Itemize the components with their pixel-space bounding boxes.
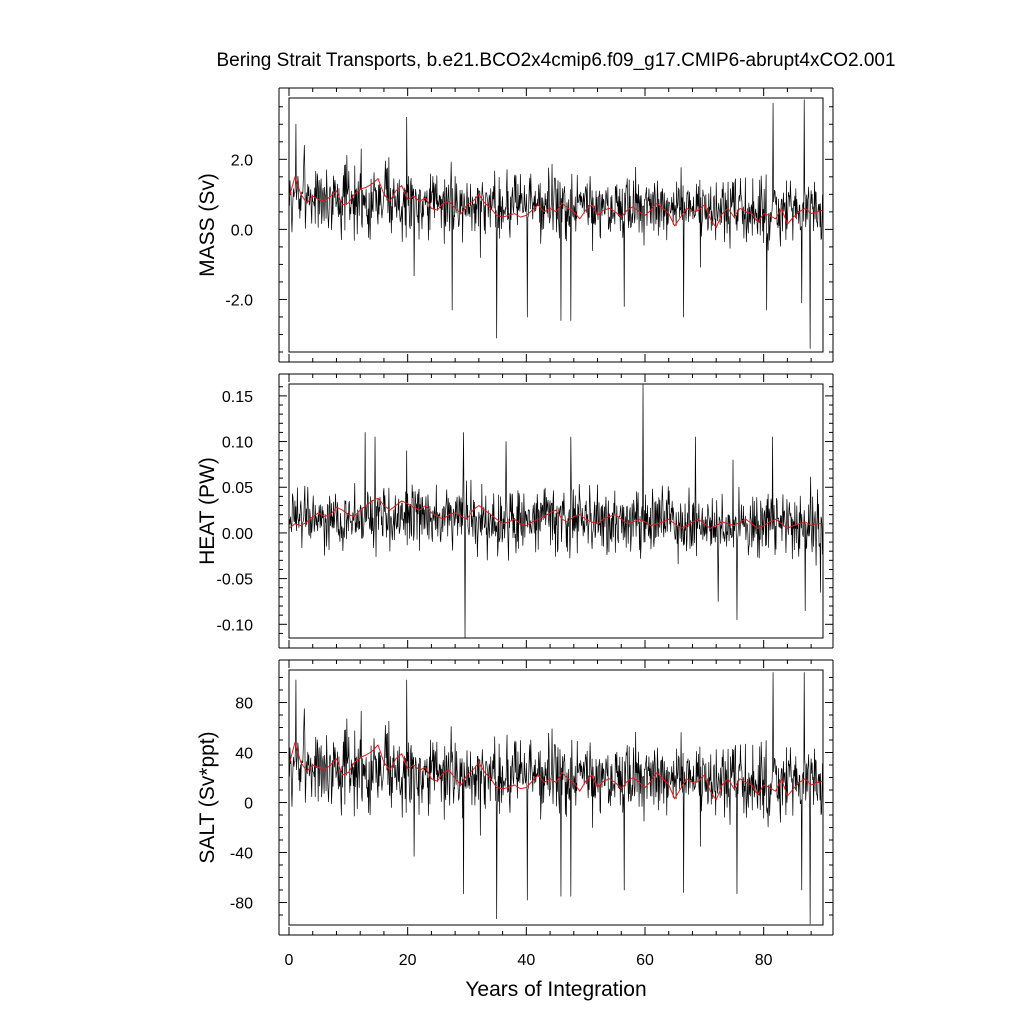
panel-salt-plot-frame: [288, 669, 824, 926]
y-tick-label: 0.00: [222, 526, 253, 543]
chart-title: Bering Strait Transports, b.e21.BCO2x4cm…: [216, 50, 895, 71]
y-tick-label: -40: [230, 846, 253, 863]
y-axis-label-mass: MASS (Sv): [196, 173, 219, 277]
series-monthly-mass: [289, 99, 823, 349]
y-axis-label-salt: SALT (Sv*ppt): [196, 731, 219, 863]
series-annual-mass: [289, 176, 823, 229]
y-tick-label: 0.05: [222, 480, 253, 497]
panels: -2.0 0.0 2.0 MASS (Sv) -0.10 -0.05 0.00 0.05 0.1…: [196, 87, 834, 969]
y-tick-label: -0.05: [217, 572, 254, 589]
series-monthly-heat: [289, 384, 823, 638]
x-tick-label: 40: [517, 952, 535, 969]
panel-mass: -2.0 0.0 2.0 MASS (Sv): [196, 87, 834, 363]
series-annual-heat: [289, 497, 823, 529]
panel-heat: -0.10 -0.05 0.00 0.05 0.10 0.15 HEAT (PW): [196, 373, 834, 649]
y-tick-label: 0.15: [222, 389, 253, 406]
y-tick-label: 0.10: [222, 435, 253, 452]
y-tick-label: 2.0: [231, 152, 253, 169]
x-tick-label: 0: [285, 952, 294, 969]
y-tick-label: 0: [244, 796, 253, 813]
y-tick-label: -80: [230, 896, 253, 913]
y-tick-label: 40: [235, 746, 253, 763]
panel-heat-tick-frame: [278, 373, 834, 649]
x-tick-label: 20: [399, 952, 417, 969]
series-annual-salt: [289, 742, 823, 801]
y-tick-label: 0.0: [231, 222, 253, 239]
panel-heat-plot-frame: [288, 383, 824, 639]
panel-mass-tick-frame: [278, 87, 834, 363]
x-axis-label: Years of Integration: [465, 978, 646, 1001]
y-tick-label: 80: [235, 696, 253, 713]
x-tick-label: 80: [755, 952, 773, 969]
y-tick-label: -0.10: [217, 617, 254, 634]
y-tick-label: -2.0: [225, 292, 253, 309]
panel-salt-tick-frame: [278, 659, 834, 936]
panel-mass-series: [289, 99, 823, 349]
y-axis-label-heat: HEAT (PW): [196, 457, 219, 565]
x-tick-label: 60: [636, 952, 654, 969]
panel-mass-plot-frame: [288, 97, 824, 353]
panel-salt: -80 -40 0 40 80 0 20 40 60 80 SALT (Sv*ppt): [196, 659, 834, 969]
panel-salt-series: [289, 672, 823, 925]
panel-heat-series: [289, 384, 823, 638]
series-monthly-salt: [289, 672, 823, 925]
